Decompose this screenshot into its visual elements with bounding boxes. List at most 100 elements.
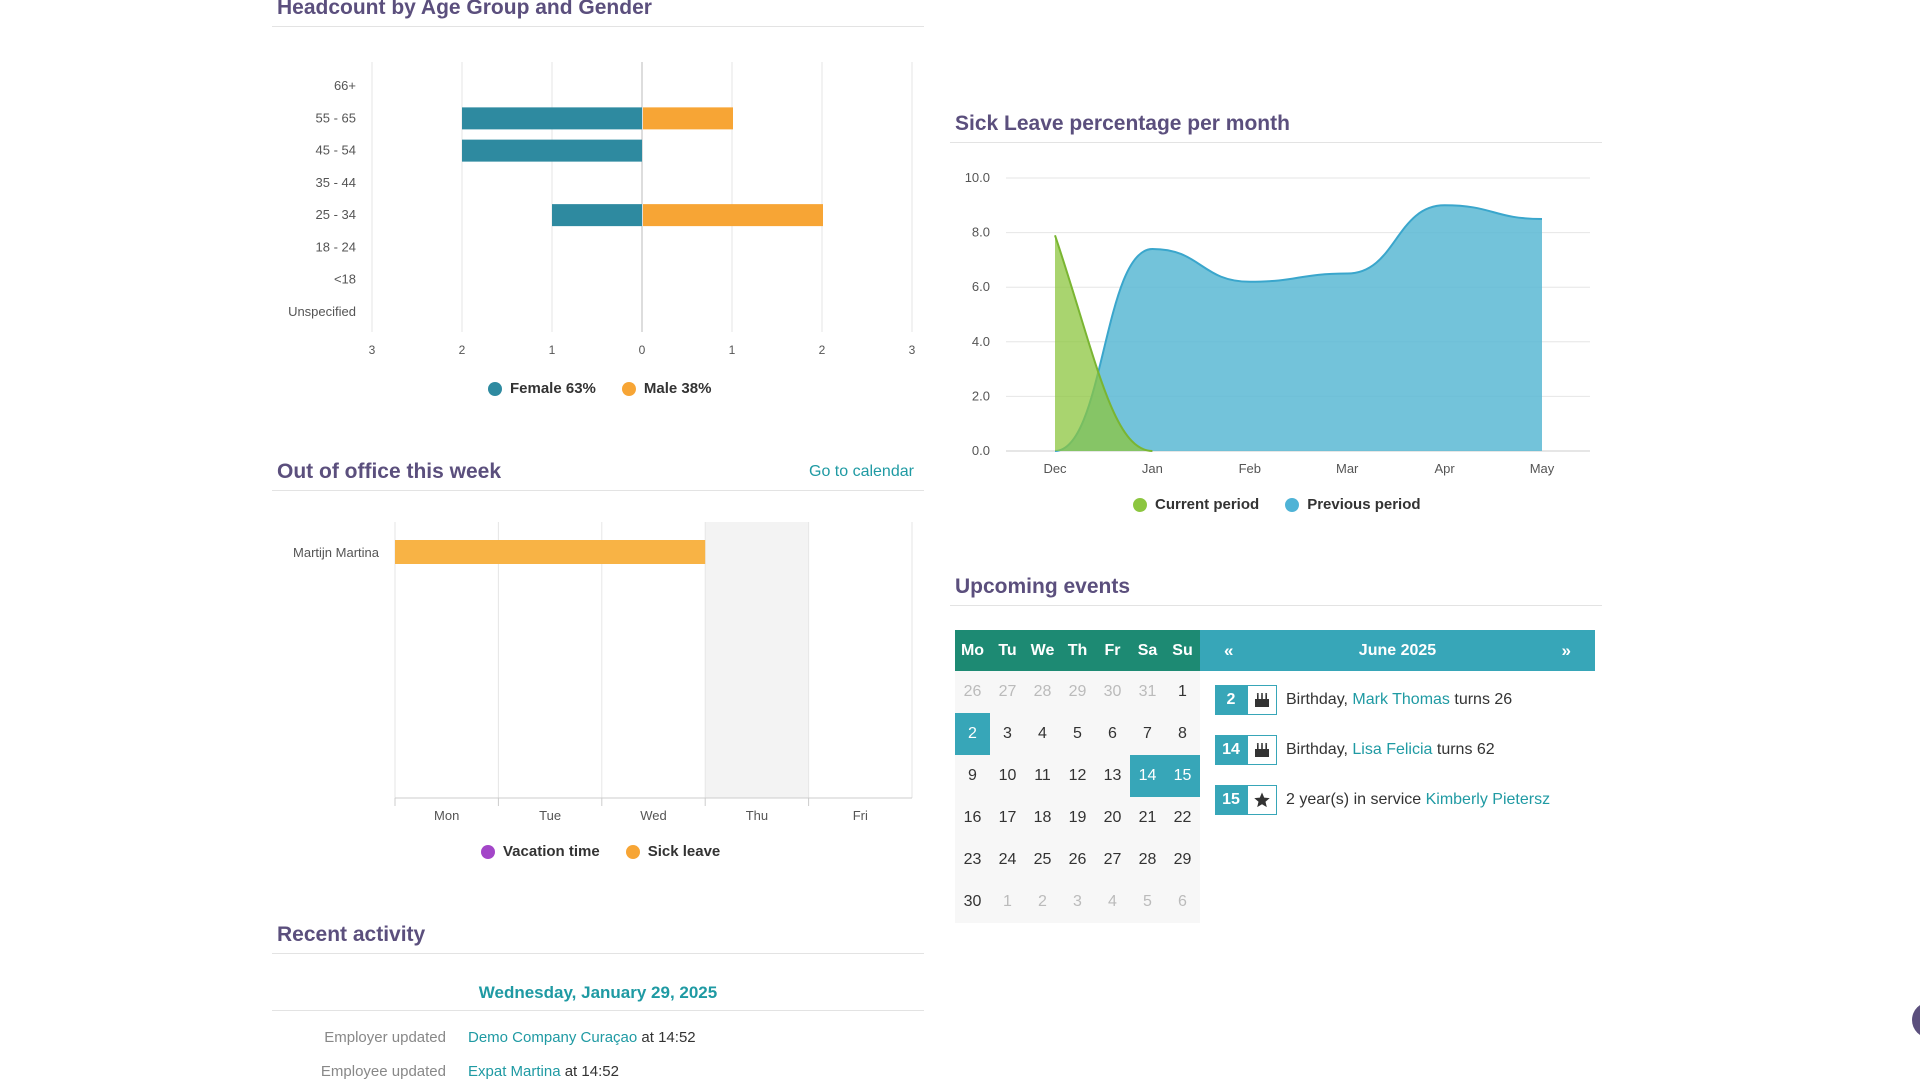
female-bar [462,107,642,130]
calendar-day[interactable]: 11 [1034,767,1051,784]
male-dot-icon [621,381,636,396]
calendar-day[interactable]: 12 [1068,767,1087,784]
legend-male[interactable]: Male 38% [621,380,711,397]
calendar-day[interactable]: 14 [1130,755,1165,797]
legend-female[interactable]: Female 63% [488,380,596,397]
calendar-day[interactable]: 1 [1178,683,1187,700]
calendar-day[interactable]: 16 [963,809,982,826]
calendar-day[interactable]: 25 [1033,851,1052,868]
legend-sick[interactable]: Sick leave [625,843,720,860]
calendar-day[interactable]: 22 [1173,809,1192,826]
calendar-week-row: 16 17 18 19 20 21 22 [955,797,1200,839]
calendar-day[interactable]: 23 [963,851,982,868]
weekday-label: Su [1172,641,1193,659]
calendar-day[interactable]: 13 [1103,767,1122,784]
calendar-day[interactable]: 4 [1038,725,1047,742]
calendar-day[interactable]: 7 [1143,725,1152,742]
calendar-day[interactable]: 28 [1033,683,1052,700]
calendar-day[interactable]: 29 [1068,683,1087,700]
x-tick-label: Mar [1336,461,1359,476]
prev-month-button[interactable]: « [1224,640,1234,660]
x-tick-label: Dec [1043,461,1067,476]
out-of-office-divider [272,490,924,491]
calendar-day[interactable]: 17 [998,809,1017,826]
sick-leave-chart: 0.0 2.0 4.0 6.0 8.0 10.0 Dec Jan Feb Mar Apr May [965,170,1590,476]
headcount-chart: 3 2 1 0 1 2 3 66+ 55 - 65 45 - 54 35 - 44 25 - 34 18… [288,62,916,357]
calendar-day[interactable]: 26 [1068,851,1087,868]
y-tick-label: 6.0 [972,279,990,294]
event-person-link[interactable]: Lisa Felicia [1352,741,1433,758]
activity-row: Expat Martina at 14:52 [468,1063,619,1080]
current-period-dot-icon [1133,497,1147,512]
calendar-day[interactable]: 6 [1178,893,1187,910]
calendar-day[interactable]: 19 [1068,809,1087,826]
calendar-day[interactable]: 27 [1103,851,1122,868]
calendar-day[interactable]: 24 [998,851,1017,868]
calendar-day[interactable]: 30 [1103,683,1122,700]
sick-leave-title: Sick Leave percentage per month [955,112,1290,135]
calendar-day[interactable]: 4 [1108,893,1117,910]
calendar-day[interactable]: 28 [1138,851,1157,868]
upcoming-events-divider [950,605,1602,606]
weekday-label: Th [1067,641,1088,659]
calendar-day[interactable]: 18 [1033,809,1052,826]
event-item: 14 Birthday, Lisa Felicia turns 62 [1215,735,1495,765]
legend-previous-period[interactable]: Previous period [1285,496,1421,513]
calendar-day[interactable]: 9 [968,767,977,784]
calendar-day[interactable]: 3 [1073,893,1082,910]
calendar-day[interactable]: 20 [1103,809,1122,826]
calendar-day[interactable]: 21 [1138,809,1157,826]
out-of-office-title: Out of office this week [277,460,502,483]
calendar-day[interactable]: 2 [955,713,990,755]
calendar-day[interactable]: 8 [1178,725,1187,742]
event-person-link[interactable]: Mark Thomas [1352,691,1450,708]
activity-row: Demo Company Curaçao at 14:52 [468,1029,696,1046]
y-tick-label: 8.0 [972,225,990,240]
calendar-day[interactable]: 5 [1073,725,1082,742]
y-category-label: 18 - 24 [316,239,356,254]
legend-current-period[interactable]: Current period [1133,496,1259,513]
calendar-days: 26 27 28 29 30 31 1 2 3 4 5 6 7 8 9 10 11 12 13 14 15 16 17 18 1… [955,671,1200,923]
calendar-day[interactable]: 6 [1108,725,1117,742]
y-tick-label: 0.0 [972,443,990,458]
calendar-weekday-header: Mo Tu We Th Fr Sa Su [955,630,1200,671]
x-tick-label: 0 [639,343,646,357]
male-bar [643,107,733,130]
highlighted-day-column [705,522,809,798]
x-tick-label: 1 [729,343,736,357]
event-person-link[interactable]: Kimberly Pietersz [1425,791,1551,808]
calendar-day[interactable]: 5 [1143,893,1152,910]
go-to-calendar-link[interactable]: Go to calendar [809,463,914,480]
x-tick-label: Feb [1239,461,1261,476]
calendar-day[interactable]: 27 [998,683,1017,700]
calendar-week-row: 23 24 25 26 27 28 29 [955,839,1200,881]
activity-employee-link[interactable]: Expat Martina [468,1063,561,1080]
activity-row-label: Employee updated [320,1063,446,1080]
x-tick-label: 2 [819,343,826,357]
next-month-button[interactable]: » [1561,640,1571,660]
weekday-label: Fr [1104,641,1121,659]
calendar-day[interactable]: 2 [1038,893,1047,910]
calendar-day[interactable]: 29 [1173,851,1192,868]
calendar-day[interactable]: 3 [1003,725,1012,742]
calendar-day[interactable]: 31 [1138,683,1157,700]
previous-period-line [1054,204,1543,452]
calendar-day[interactable]: 1 [1003,893,1012,910]
x-tick-label: Jan [1142,461,1163,476]
calendar-day[interactable]: 10 [998,767,1017,784]
event-text: Birthday, [1286,741,1353,758]
y-category-label: 45 - 54 [316,143,356,158]
legend-vacation[interactable]: Vacation time [481,843,600,860]
activity-employer-link[interactable]: Demo Company Curaçao [468,1029,638,1046]
calendar-day[interactable]: 26 [963,683,982,700]
sick-leave-span [395,540,706,564]
calendar-day[interactable]: 30 [963,893,982,910]
activity-row-time: at 14:52 [560,1063,619,1080]
legend-vacation-label: Vacation time [503,843,600,860]
x-tick-label: Mon [434,808,459,823]
calendar-day[interactable]: 15 [1165,755,1200,797]
previous-period-dot-icon [1285,497,1300,512]
activity-row-time: at 14:52 [637,1029,696,1046]
help-launcher-button[interactable] [1912,1002,1920,1038]
